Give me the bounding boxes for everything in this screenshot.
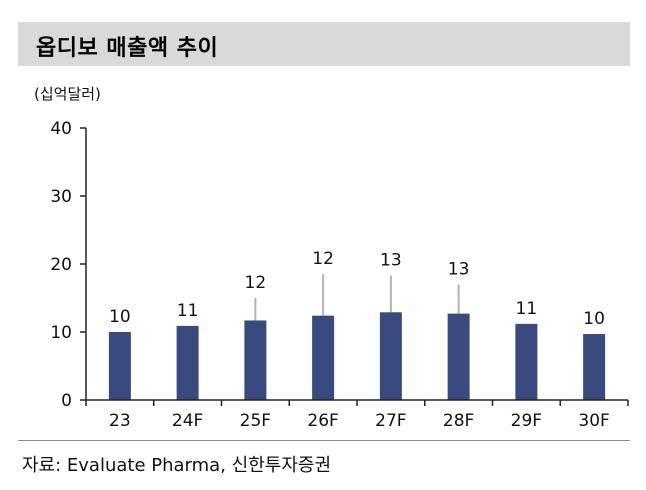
- x-tick-label: 30F: [578, 411, 609, 431]
- x-tick-labels: 23 24F 25F 26F 27F 28F 29F 30F: [85, 400, 629, 431]
- bar: [312, 315, 335, 400]
- x-tick-label: 23: [109, 411, 131, 431]
- bar: [108, 332, 131, 400]
- x-tick-label: 29F: [511, 411, 542, 431]
- bar: [244, 320, 267, 400]
- y-ticks: 0 10 20 30 40: [50, 119, 86, 411]
- data-label: 13: [380, 251, 402, 271]
- data-label: 12: [312, 249, 334, 269]
- bars: [108, 312, 606, 400]
- bar-chart: 10 11 12 12 13 13 11 10 0 10 20 30 40 23 24F 25F 26F 27…: [50, 119, 629, 431]
- data-label: 12: [245, 273, 267, 293]
- x-tick-label: 26F: [307, 411, 338, 431]
- y-tick-label: 10: [50, 323, 72, 343]
- source-note: 자료: Evaluate Pharma, 신한투자증권: [22, 455, 331, 476]
- data-label: 13: [448, 259, 470, 279]
- x-tick-label: 25F: [240, 411, 271, 431]
- bar: [447, 313, 470, 400]
- x-tick-label: 27F: [375, 411, 406, 431]
- x-tick-label: 24F: [172, 411, 203, 431]
- title-bar: 옵디보 매출액 추이: [18, 22, 630, 66]
- y-axis-unit-label: (십억달러): [34, 85, 101, 103]
- y-tick-label: 20: [50, 255, 72, 275]
- bar: [176, 325, 199, 400]
- data-label: 10: [109, 307, 131, 327]
- source-divider: [18, 440, 630, 441]
- data-label: 11: [516, 299, 538, 319]
- data-labels: 10 11 12 12 13 13 11 10: [109, 249, 605, 329]
- bar: [515, 323, 538, 400]
- data-label: 10: [583, 309, 605, 329]
- error-bars: [254, 274, 460, 321]
- chart-title: 옵디보 매출액 추이: [36, 36, 219, 61]
- data-label: 11: [177, 301, 199, 321]
- y-tick-label: 0: [61, 391, 72, 411]
- y-tick-label: 30: [50, 187, 72, 207]
- axes: [85, 128, 628, 401]
- x-tick-label: 28F: [443, 411, 474, 431]
- bar: [583, 334, 606, 400]
- bar: [379, 312, 402, 400]
- y-tick-label: 40: [50, 119, 72, 139]
